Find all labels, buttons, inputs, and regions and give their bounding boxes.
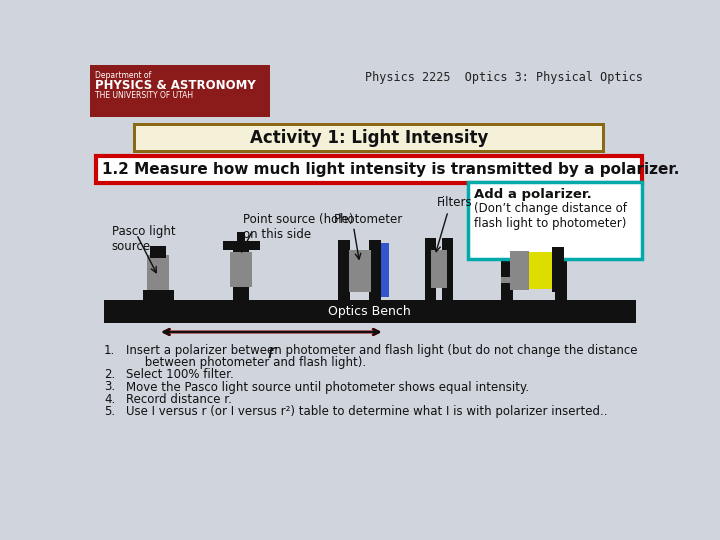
- Text: Use I versus r (or I versus r²) table to determine what I is with polarizer inse: Use I versus r (or I versus r²) table to…: [126, 405, 607, 418]
- Bar: [96, 157, 642, 183]
- Text: Activity 1: Light Intensity: Activity 1: Light Intensity: [250, 129, 488, 147]
- Bar: [510, 251, 528, 289]
- Bar: [468, 182, 642, 259]
- Bar: [552, 247, 564, 292]
- Bar: [369, 240, 382, 300]
- Text: Move the Pasco light source until photometer shows equal intensity.: Move the Pasco light source until photom…: [126, 381, 528, 394]
- Text: Physics 2225  Optics 3: Physical Optics: Physics 2225 Optics 3: Physical Optics: [366, 71, 644, 84]
- Text: 4.: 4.: [104, 393, 115, 406]
- Bar: [528, 252, 555, 289]
- Bar: [143, 291, 174, 300]
- Bar: [338, 240, 351, 300]
- Text: Select 100% filter.: Select 100% filter.: [126, 368, 233, 381]
- Text: Pasco light
source: Pasco light source: [112, 225, 176, 253]
- Bar: [442, 238, 453, 300]
- Text: Photometer: Photometer: [334, 213, 403, 226]
- Text: 3.: 3.: [104, 381, 115, 394]
- Text: 5.: 5.: [104, 405, 115, 418]
- Bar: [500, 242, 513, 300]
- Bar: [104, 300, 636, 323]
- Bar: [382, 242, 389, 296]
- Text: Point source (hole)
on this side: Point source (hole) on this side: [243, 213, 354, 241]
- Bar: [500, 276, 510, 283]
- Text: 1.2 Measure how much light intensity is transmitted by a polarizer.: 1.2 Measure how much light intensity is …: [102, 162, 680, 177]
- Text: 2.: 2.: [104, 368, 115, 381]
- Text: r: r: [267, 343, 275, 362]
- Bar: [431, 249, 446, 288]
- Text: THE UNIVERSITY OF UTAH: THE UNIVERSITY OF UTAH: [94, 91, 193, 100]
- Bar: [222, 241, 260, 251]
- Text: Add a polarizer.: Add a polarizer.: [474, 188, 592, 201]
- Bar: [238, 232, 245, 242]
- Text: between photometer and flash light).: between photometer and flash light).: [126, 356, 366, 369]
- Text: Filters: Filters: [437, 195, 473, 208]
- Text: Department of: Department of: [94, 71, 151, 80]
- Bar: [233, 242, 249, 300]
- Bar: [150, 246, 166, 258]
- Bar: [132, 123, 606, 153]
- Bar: [425, 238, 436, 300]
- Bar: [349, 249, 371, 292]
- Text: Insert a polarizer between photometer and flash light (but do not change the dis: Insert a polarizer between photometer an…: [126, 343, 637, 356]
- Bar: [148, 255, 169, 298]
- Text: 1.: 1.: [104, 343, 115, 356]
- Bar: [555, 242, 567, 300]
- Bar: [90, 65, 270, 117]
- Text: (Don’t change distance of
flash light to photometer): (Don’t change distance of flash light to…: [474, 202, 627, 230]
- Text: Record distance r.: Record distance r.: [126, 393, 232, 406]
- Bar: [136, 126, 602, 150]
- Bar: [230, 252, 252, 287]
- Text: PHYSICS & ASTRONOMY: PHYSICS & ASTRONOMY: [94, 79, 256, 92]
- Text: Optics Bench: Optics Bench: [328, 305, 410, 318]
